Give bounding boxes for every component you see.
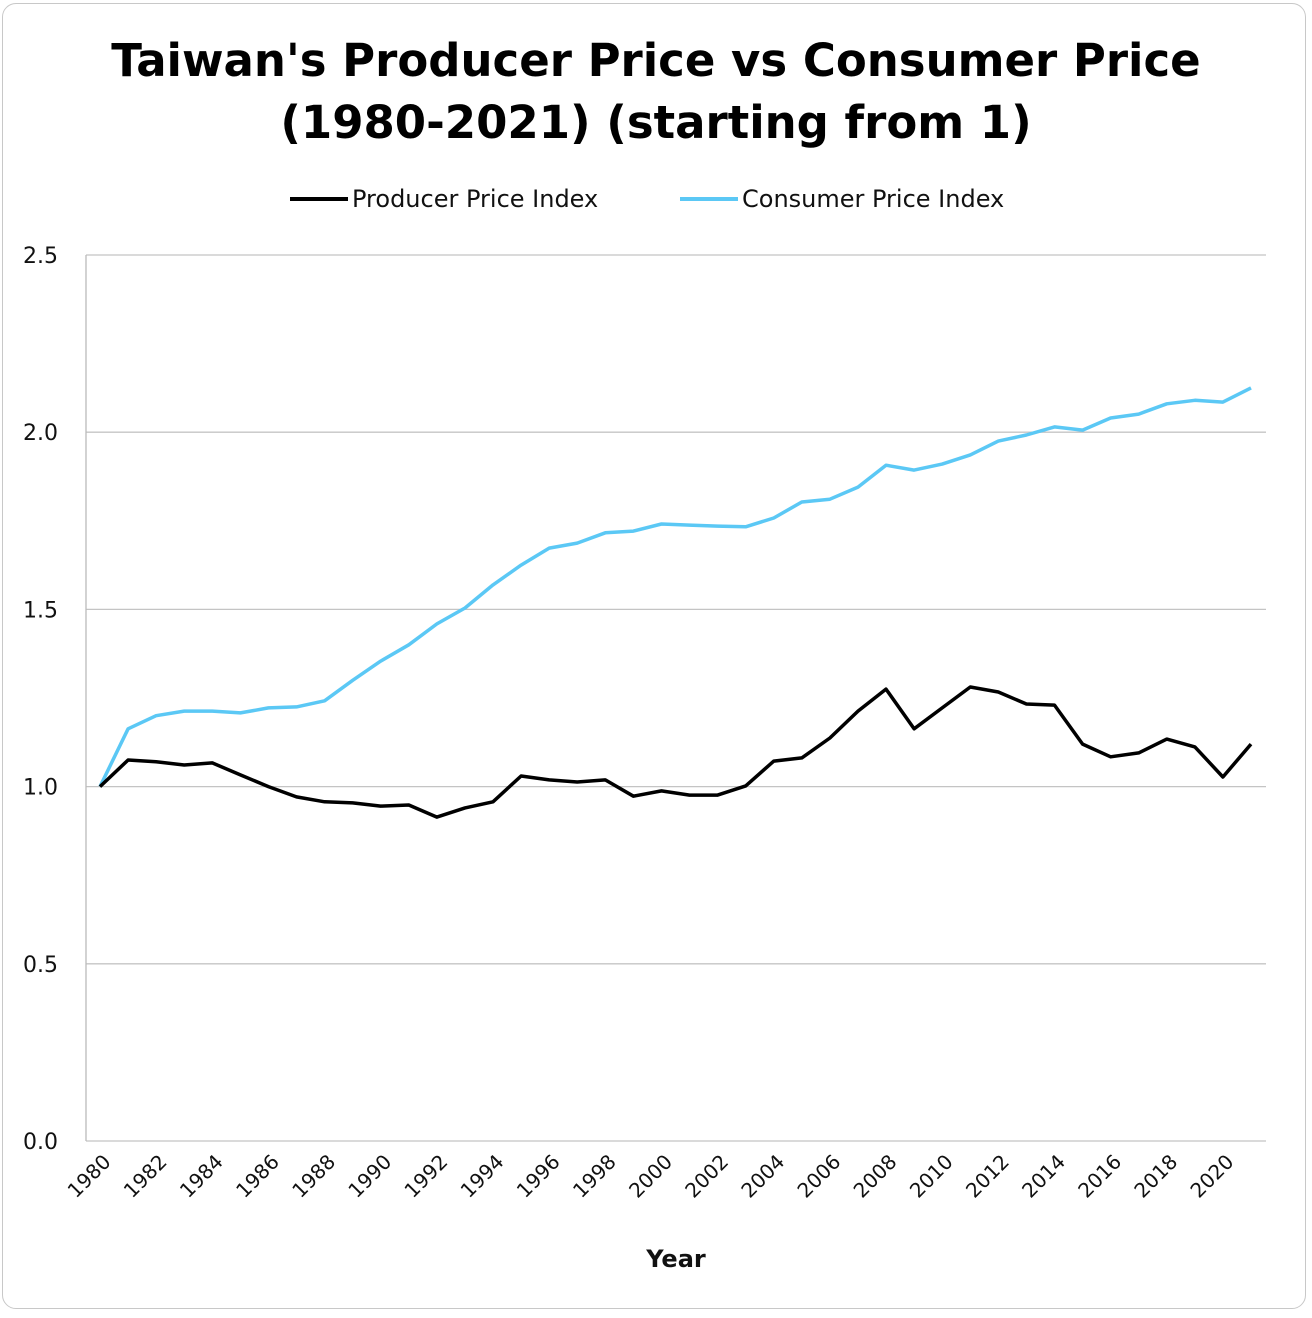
y-tick-label: 2.0 — [23, 421, 58, 446]
x-tick-label: 1994 — [456, 1150, 509, 1203]
y-tick-label: 2.5 — [23, 244, 58, 269]
x-tick-label: 2012 — [961, 1150, 1014, 1203]
x-tick-label: 2010 — [905, 1150, 958, 1203]
x-tick-label: 2020 — [1185, 1150, 1238, 1203]
x-tick-label: 2018 — [1129, 1150, 1182, 1203]
y-tick-label: 1.0 — [23, 776, 58, 801]
x-axis-title: Year — [645, 1245, 706, 1273]
chart-card — [2, 3, 1306, 1309]
x-tick-label: 2006 — [792, 1150, 845, 1203]
x-tick-label: 2000 — [624, 1150, 677, 1203]
x-tick-label: 1996 — [512, 1150, 565, 1203]
legend: Producer Price Index Consumer Price Inde… — [0, 185, 1312, 215]
legend-label-cpi: Consumer Price Index — [742, 185, 1005, 213]
x-tick-label: 2016 — [1073, 1150, 1126, 1203]
x-tick-label: 1990 — [343, 1150, 396, 1203]
title-line-2: (1980-2021) (starting from 1) — [280, 96, 1032, 149]
series-line-cpi — [98, 386, 1252, 788]
y-tick-label: 0.5 — [23, 953, 58, 978]
y-tick-label: 1.5 — [23, 598, 58, 623]
x-tick-label: 1986 — [231, 1150, 284, 1203]
legend-item-ppi: Producer Price Index — [290, 185, 598, 213]
x-tick-label: 2002 — [680, 1150, 733, 1203]
series-line-ppi — [98, 685, 1253, 819]
chart-title: Taiwan's Producer Price vs Consumer Pric… — [0, 30, 1312, 154]
y-tick-label: 0.0 — [23, 1130, 58, 1155]
legend-label-ppi: Producer Price Index — [352, 185, 599, 213]
x-tick-label: 1998 — [568, 1150, 621, 1203]
title-line-1: Taiwan's Producer Price vs Consumer Pric… — [111, 34, 1201, 87]
x-tick-label: 2008 — [849, 1150, 902, 1203]
legend-swatch-cpi — [680, 197, 738, 201]
x-tick-label: 1982 — [119, 1150, 172, 1203]
legend-swatch-ppi — [290, 197, 348, 201]
legend-item-cpi: Consumer Price Index — [680, 185, 1004, 213]
x-tick-label: 2004 — [736, 1150, 789, 1203]
x-tick-label: 1980 — [63, 1150, 116, 1203]
x-tick-label: 1992 — [399, 1150, 452, 1203]
x-tick-label: 2014 — [1017, 1150, 1070, 1203]
x-tick-label: 1984 — [175, 1150, 228, 1203]
x-tick-label: 1988 — [287, 1150, 340, 1203]
